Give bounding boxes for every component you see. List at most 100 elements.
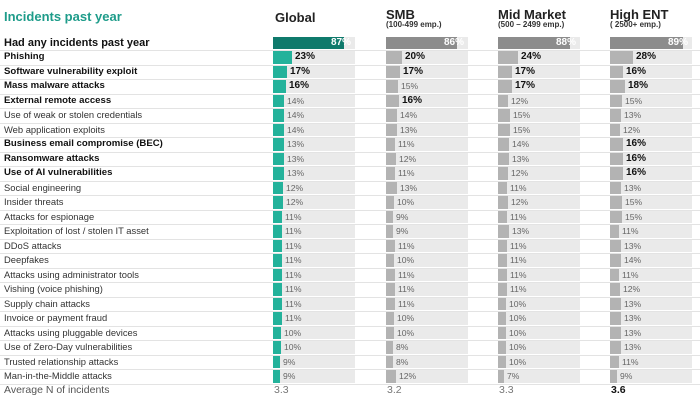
bar-track-high-ent: 12% [610,283,692,296]
bar-track-high-ent: 11% [610,268,692,281]
row-separator [0,209,700,211]
table-row-man-in-the-middle-attacks: Man-in-the-Middle attacks 9% 12% 7% 9% [0,369,700,384]
data-label: 13% [287,168,305,178]
bar-high-ent [610,196,622,209]
bar-track-smb: 13% [386,181,468,194]
data-label: 17% [515,80,536,91]
bar-smb [386,123,397,136]
bar-track-mid-market: 24% [498,51,580,64]
data-label: 16% [626,65,647,77]
row-separator [0,64,700,66]
bar-high-ent [610,239,621,252]
bar-track-mid-market: 11% [498,181,580,194]
row-separator [0,383,700,385]
data-label: 14% [287,110,305,120]
data-label: 13% [512,226,530,236]
table-row-insider-threats: Insider threats 12% 10% 12% 15% [0,195,700,210]
bar-mid-market [498,109,510,122]
data-label: 24% [521,51,542,62]
row-separator [0,224,700,225]
row-separator [0,282,700,283]
bar-high-ent [610,152,623,165]
bar-smb [386,109,397,122]
bar-track-high-ent: 18% [610,80,692,93]
bar-high-ent [610,94,622,107]
bar-track-mid-market: 88% [498,36,580,49]
bar-mid-market [498,167,508,180]
column-header-smb: SMB [386,7,415,22]
bar-track-high-ent: 14% [610,254,692,267]
bar-high-ent [610,297,621,310]
bar-track-mid-market: 15% [498,123,580,136]
bar-track-smb: 8% [386,341,468,354]
row-label: Social engineering [4,181,82,193]
data-label: 11% [510,182,527,193]
bar-track-high-ent: 16% [610,65,692,78]
bar-track-smb: 10% [386,312,468,325]
table-row-external-remote-access: External remote access 14% 16% 12% 15% [0,94,700,109]
bar-global [273,254,282,267]
row-separator [0,108,700,109]
bar-high-ent [610,370,617,383]
bar-global [273,123,284,136]
bar-global [273,312,282,325]
row-label: Attacks for espionage [4,210,95,222]
data-label: 16% [402,94,423,106]
bar-track-high-ent: 16% [610,152,692,165]
data-label: 11% [285,240,302,251]
bar-smb [386,283,395,296]
data-label: 11% [398,269,415,280]
data-label: 88% [555,36,576,48]
bar-track-smb: 9% [386,210,468,223]
data-label: 17% [515,65,536,77]
bar-track-smb: 9% [386,225,468,238]
bar-track-mid-market: 14% [498,138,580,151]
bar-track-global: 23% [273,51,355,64]
row-label: Web application exploits [4,123,105,135]
data-label: 86% [443,36,464,48]
bar-track-global: 11% [273,312,355,325]
data-label: 16% [626,152,647,164]
bar-high-ent [610,283,620,296]
bar-track-smb: 12% [386,152,468,165]
data-label: 8% [396,342,409,352]
table-row-ddos-attacks: DDoS attacks 11% 11% 11% 13% [0,239,700,254]
bar-high-ent [610,326,621,339]
bar-global [273,181,283,194]
bar-mid-market [498,283,507,296]
bar-track-global: 9% [273,355,355,368]
bar-high-ent [610,254,621,267]
row-label: Mass malware attacks [4,80,105,91]
row-separator [0,340,700,341]
bar-track-global: 11% [273,239,355,252]
data-label: 10% [509,342,527,352]
bar-global [273,326,281,339]
data-label: 10% [397,255,415,265]
bar-track-global: 14% [273,94,355,107]
row-separator [0,354,700,356]
bar-global [273,370,280,383]
data-label: 87% [330,36,351,48]
bar-track-high-ent: 15% [610,196,692,209]
bar-track-high-ent: 11% [610,225,692,238]
data-label: 10% [509,298,527,309]
bar-smb [386,152,396,165]
data-label: 10% [509,313,527,323]
bar-global [273,239,282,252]
data-label: 11% [510,284,527,294]
data-label: 11% [285,211,302,222]
bar-track-global: 10% [273,341,355,354]
bar-mid-market [498,94,508,107]
data-label: 11% [622,269,639,280]
bar-mid-market [498,225,509,238]
bar-high-ent [610,51,633,64]
row-label: Software vulnerability exploit [4,65,138,77]
bar-global [273,225,282,238]
row-label: Attacks using pluggable devices [4,326,138,338]
bar-global [273,196,283,209]
bar-smb [386,36,457,49]
bar-track-global: 11% [273,283,355,296]
data-label: 14% [287,124,305,135]
bar-high-ent [610,138,623,151]
bar-global [273,283,282,296]
